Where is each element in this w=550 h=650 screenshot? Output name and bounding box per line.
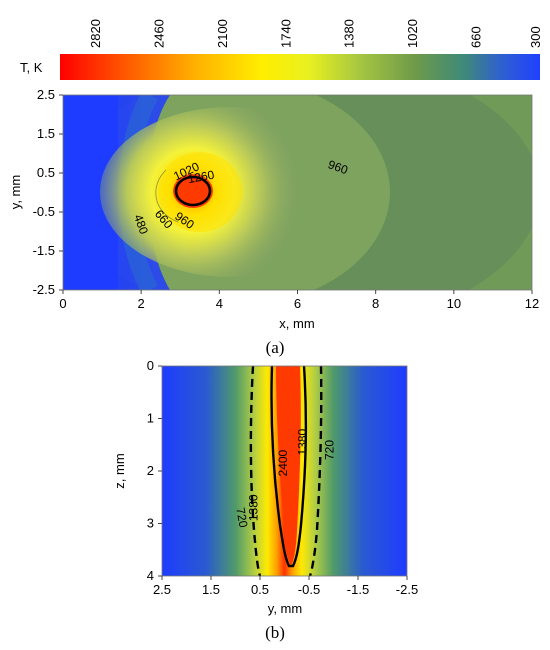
panel-a-caption: (a): [266, 338, 285, 357]
x-tick-label: 1.5: [202, 582, 220, 597]
contour-label: 1380: [247, 494, 261, 521]
contour-line: [270, 366, 308, 568]
colorbar-tick-label: 1380: [342, 19, 357, 48]
colorbar: T, K 2820 2460 2100 1740 1380 1020 660 300: [20, 19, 543, 80]
panel-b-heatmap: [162, 366, 407, 576]
y-tick-label: 1: [147, 411, 154, 426]
colorbar-tick-label: 300: [528, 26, 543, 48]
panel-a-axes: 0 2 4 6 8 10 12 2.5 1.5 0.5 -0.5 -1.5 -2.5: [33, 87, 540, 311]
x-tick-label: 4: [216, 296, 223, 311]
y-tick-label: -2.5: [33, 282, 55, 297]
x-tick-label: 2: [138, 296, 145, 311]
y-tick-label: 1.5: [37, 126, 55, 141]
contour-line: [308, 366, 323, 576]
panel-a: 0 2 4 6 8 10 12 2.5 1.5 0.5 -0.5 -1.5 -2.5 10 2 0 1260 9…: [8, 87, 540, 357]
x-tick-label: -1.5: [347, 582, 369, 597]
contour-label: 2400: [276, 449, 290, 476]
panel-a-heatmap: [63, 95, 532, 290]
y-tick-label: 2: [147, 463, 154, 478]
contour-line: [174, 175, 212, 207]
colorbar-tick-label: 2460: [151, 19, 166, 48]
y-tick-label: 2.5: [37, 87, 55, 102]
panel-b-axes: 2.5 1.5 0.5 -0.5 -1.5 -2.5 0 1 2 3 4: [147, 358, 418, 597]
colorbar-gradient: [60, 54, 540, 80]
x-tick-label: 0.5: [251, 582, 269, 597]
y-tick-label: 0: [147, 358, 154, 373]
y-tick-label: -1.5: [33, 243, 55, 258]
contour-label: 1380: [296, 428, 310, 455]
colorbar-tick-label: 1740: [278, 19, 293, 48]
y-tick-label: 4: [147, 568, 154, 583]
y-tick-label: 0.5: [37, 165, 55, 180]
contour-line: [249, 366, 262, 576]
colorbar-tick-label: 2820: [88, 19, 103, 48]
panel-b-ylabel: z, mm: [112, 453, 127, 488]
panel-b-caption: (b): [265, 623, 285, 642]
x-tick-label: 2.5: [153, 582, 171, 597]
panel-a-xlabel: x, mm: [279, 316, 314, 331]
colorbar-tick-label: 660: [469, 26, 484, 48]
x-tick-label: 10: [447, 296, 461, 311]
colorbar-title: T, K: [20, 60, 43, 75]
x-tick-label: -0.5: [298, 582, 320, 597]
x-tick-label: -2.5: [396, 582, 418, 597]
x-tick-label: 12: [525, 296, 539, 311]
contour-label: 720: [323, 440, 337, 460]
contour-label: 480: [131, 212, 151, 236]
contour-label: 1260: [187, 168, 216, 186]
colorbar-tick-label: 2100: [215, 19, 230, 48]
x-tick-label: 8: [372, 296, 379, 311]
x-tick-label: 6: [294, 296, 301, 311]
colorbar-tick-label: 1020: [405, 19, 420, 48]
panel-b-xlabel: y, mm: [268, 601, 302, 616]
y-tick-label: -0.5: [33, 204, 55, 219]
contour-label: 960: [326, 157, 350, 177]
panel-a-ylabel: y, mm: [8, 175, 23, 209]
y-tick-label: 3: [147, 516, 154, 531]
x-tick-label: 0: [59, 296, 66, 311]
colorbar-ticks: 2820 2460 2100 1740 1380 1020 660 300: [88, 19, 543, 48]
contour-label: 720: [233, 506, 250, 528]
